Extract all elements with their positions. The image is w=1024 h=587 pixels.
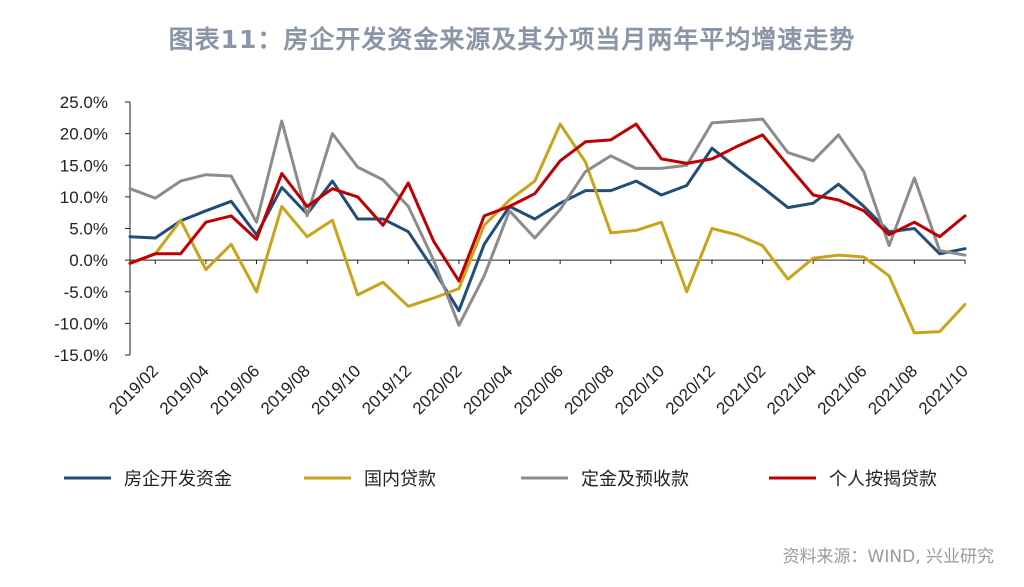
legend-label-1: 房企开发资金	[124, 469, 232, 490]
x-tick-label: 2020/12	[662, 361, 719, 418]
series-line-1	[128, 146, 967, 313]
y-tick-label: 5.0%	[69, 220, 108, 239]
x-tick-label: 2021/10	[915, 361, 972, 418]
x-tick-label: 2019/08	[257, 361, 314, 418]
y-tick-label: 15.0%	[60, 156, 108, 175]
x-tick-label: 2021/04	[763, 361, 820, 418]
x-tick-label: 2020/10	[611, 361, 668, 418]
chart-legend: 房企开发资金 国内贷款 定金及预收款 个人按揭贷款	[64, 469, 937, 490]
series-line-4	[128, 122, 967, 283]
legend-label-3: 定金及预收款	[581, 469, 689, 490]
x-tick-label: 2019/12	[358, 361, 415, 418]
y-tick-label: -15.0%	[54, 346, 108, 365]
x-tick-label: 2020/02	[409, 361, 466, 418]
x-tick-label: 2019/06	[206, 361, 263, 418]
x-tick-label: 2021/02	[713, 361, 770, 418]
y-tick-label: -10.0%	[54, 314, 108, 333]
x-tick-label: 2019/02	[105, 361, 162, 418]
y-tick-label: 20.0%	[60, 125, 108, 144]
y-tick-label: -5.0%	[64, 283, 108, 302]
x-tick-label: 2020/06	[510, 361, 567, 418]
y-tick-label: 10.0%	[60, 188, 108, 207]
chart-title: 图表11：房企开发资金来源及其分项当月两年平均增速走势	[168, 25, 856, 54]
x-tick-label: 2019/04	[156, 361, 213, 418]
source-note: 资料来源：WIND, 兴业研究	[782, 547, 994, 567]
x-tick-label: 2021/06	[814, 361, 871, 418]
x-tick-label: 2020/04	[459, 361, 516, 418]
series-line-2	[128, 122, 967, 335]
series-line-3	[128, 117, 967, 327]
x-tick-label: 2019/10	[308, 361, 365, 418]
x-tick-label: 2020/08	[561, 361, 618, 418]
x-tick-label: 2021/08	[864, 361, 921, 418]
legend-label-2: 国内贷款	[364, 469, 436, 490]
y-tick-label: 0.0%	[69, 251, 108, 270]
chart-series	[128, 117, 967, 335]
y-tick-label: 25.0%	[60, 93, 108, 112]
legend-label-4: 个人按揭贷款	[829, 469, 937, 490]
